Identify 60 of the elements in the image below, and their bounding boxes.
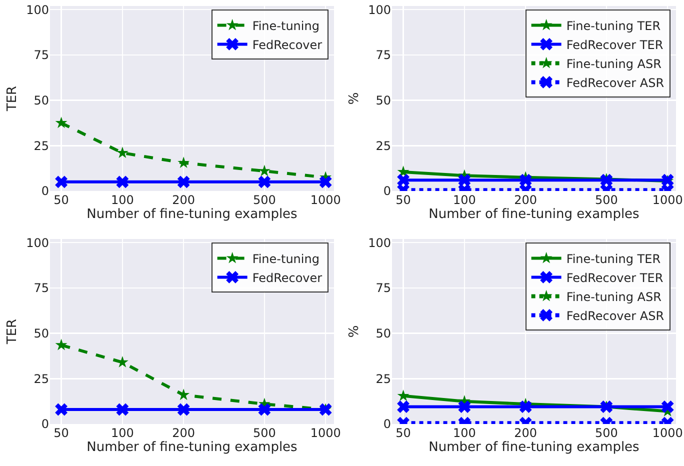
y-tick-label: 100 xyxy=(26,236,49,250)
x-tick-label: 100 xyxy=(110,426,134,440)
y-tick-label: 75 xyxy=(34,281,49,296)
y-tick-label: 75 xyxy=(376,48,391,62)
y-tick-label: 75 xyxy=(376,281,391,296)
legend-label: Fine-tuning ASR xyxy=(566,290,662,304)
legend-label: FedRecover TER xyxy=(566,38,664,52)
legend-label: Fine-tuning ASR xyxy=(566,56,662,71)
legend-label: Fine-tuning xyxy=(252,252,320,266)
x-tick-label: 500 xyxy=(594,426,618,440)
y-tick-label: 25 xyxy=(376,138,391,153)
legend-label: FedRecover TER xyxy=(566,270,664,285)
legend-label: Fine-tuning xyxy=(252,18,320,33)
x-tick-label: 100 xyxy=(452,426,476,440)
y-tick-label: 25 xyxy=(376,372,391,386)
legend-label: Fine-tuning TER xyxy=(566,252,661,266)
x-tick-label: 50 xyxy=(396,193,411,207)
y-tick-label: 25 xyxy=(34,372,49,386)
y-tick-label: 50 xyxy=(34,326,49,341)
y-tick-label: 100 xyxy=(368,2,391,17)
x-tick-label: 50 xyxy=(396,426,411,440)
x-axis-title: Number of fine-tuning examples xyxy=(86,207,298,222)
legend-label: FedRecover xyxy=(252,38,322,52)
x-tick-label: 200 xyxy=(514,426,538,440)
y-tick-label: 0 xyxy=(41,417,49,432)
x-tick-label: 100 xyxy=(452,193,476,207)
x-tick-label: 200 xyxy=(172,426,196,440)
x-tick-label: 500 xyxy=(252,193,276,207)
x-axis-title: Number of fine-tuning examples xyxy=(428,440,640,455)
x-tick-label: 500 xyxy=(594,193,618,207)
x-tick-label: 1000 xyxy=(310,193,341,207)
x-tick-label: 100 xyxy=(110,193,134,207)
legend-label: FedRecover xyxy=(252,270,322,285)
y-tick-label: 100 xyxy=(368,236,391,250)
y-axis-title: % xyxy=(347,325,362,338)
legend-label: FedRecover ASR xyxy=(566,308,664,323)
x-tick-label: 50 xyxy=(54,426,69,440)
y-tick-label: 0 xyxy=(383,417,391,432)
y-axis-title: TER xyxy=(5,318,20,346)
x-axis-title: Number of fine-tuning examples xyxy=(86,440,298,455)
y-tick-label: 50 xyxy=(376,326,391,341)
x-tick-label: 500 xyxy=(252,426,276,440)
y-tick-label: 50 xyxy=(376,94,391,108)
x-tick-label: 50 xyxy=(54,193,69,207)
x-tick-label: 1000 xyxy=(310,426,341,440)
y-tick-label: 25 xyxy=(34,138,49,153)
y-tick-label: 75 xyxy=(34,48,49,62)
y-axis-title: TER xyxy=(5,86,20,112)
x-tick-label: 200 xyxy=(172,193,196,207)
legend-label: Fine-tuning TER xyxy=(566,18,661,33)
x-tick-label: 200 xyxy=(514,193,538,207)
y-tick-label: 0 xyxy=(41,184,49,198)
x-axis-title: Number of fine-tuning examples xyxy=(428,207,640,222)
y-axis-title: % xyxy=(347,92,362,105)
y-tick-label: 100 xyxy=(26,2,49,17)
y-tick-label: 0 xyxy=(383,184,391,198)
legend-label: FedRecover ASR xyxy=(566,76,664,90)
x-tick-label: 1000 xyxy=(652,426,683,440)
x-tick-label: 1000 xyxy=(652,193,683,207)
y-tick-label: 50 xyxy=(34,94,49,108)
